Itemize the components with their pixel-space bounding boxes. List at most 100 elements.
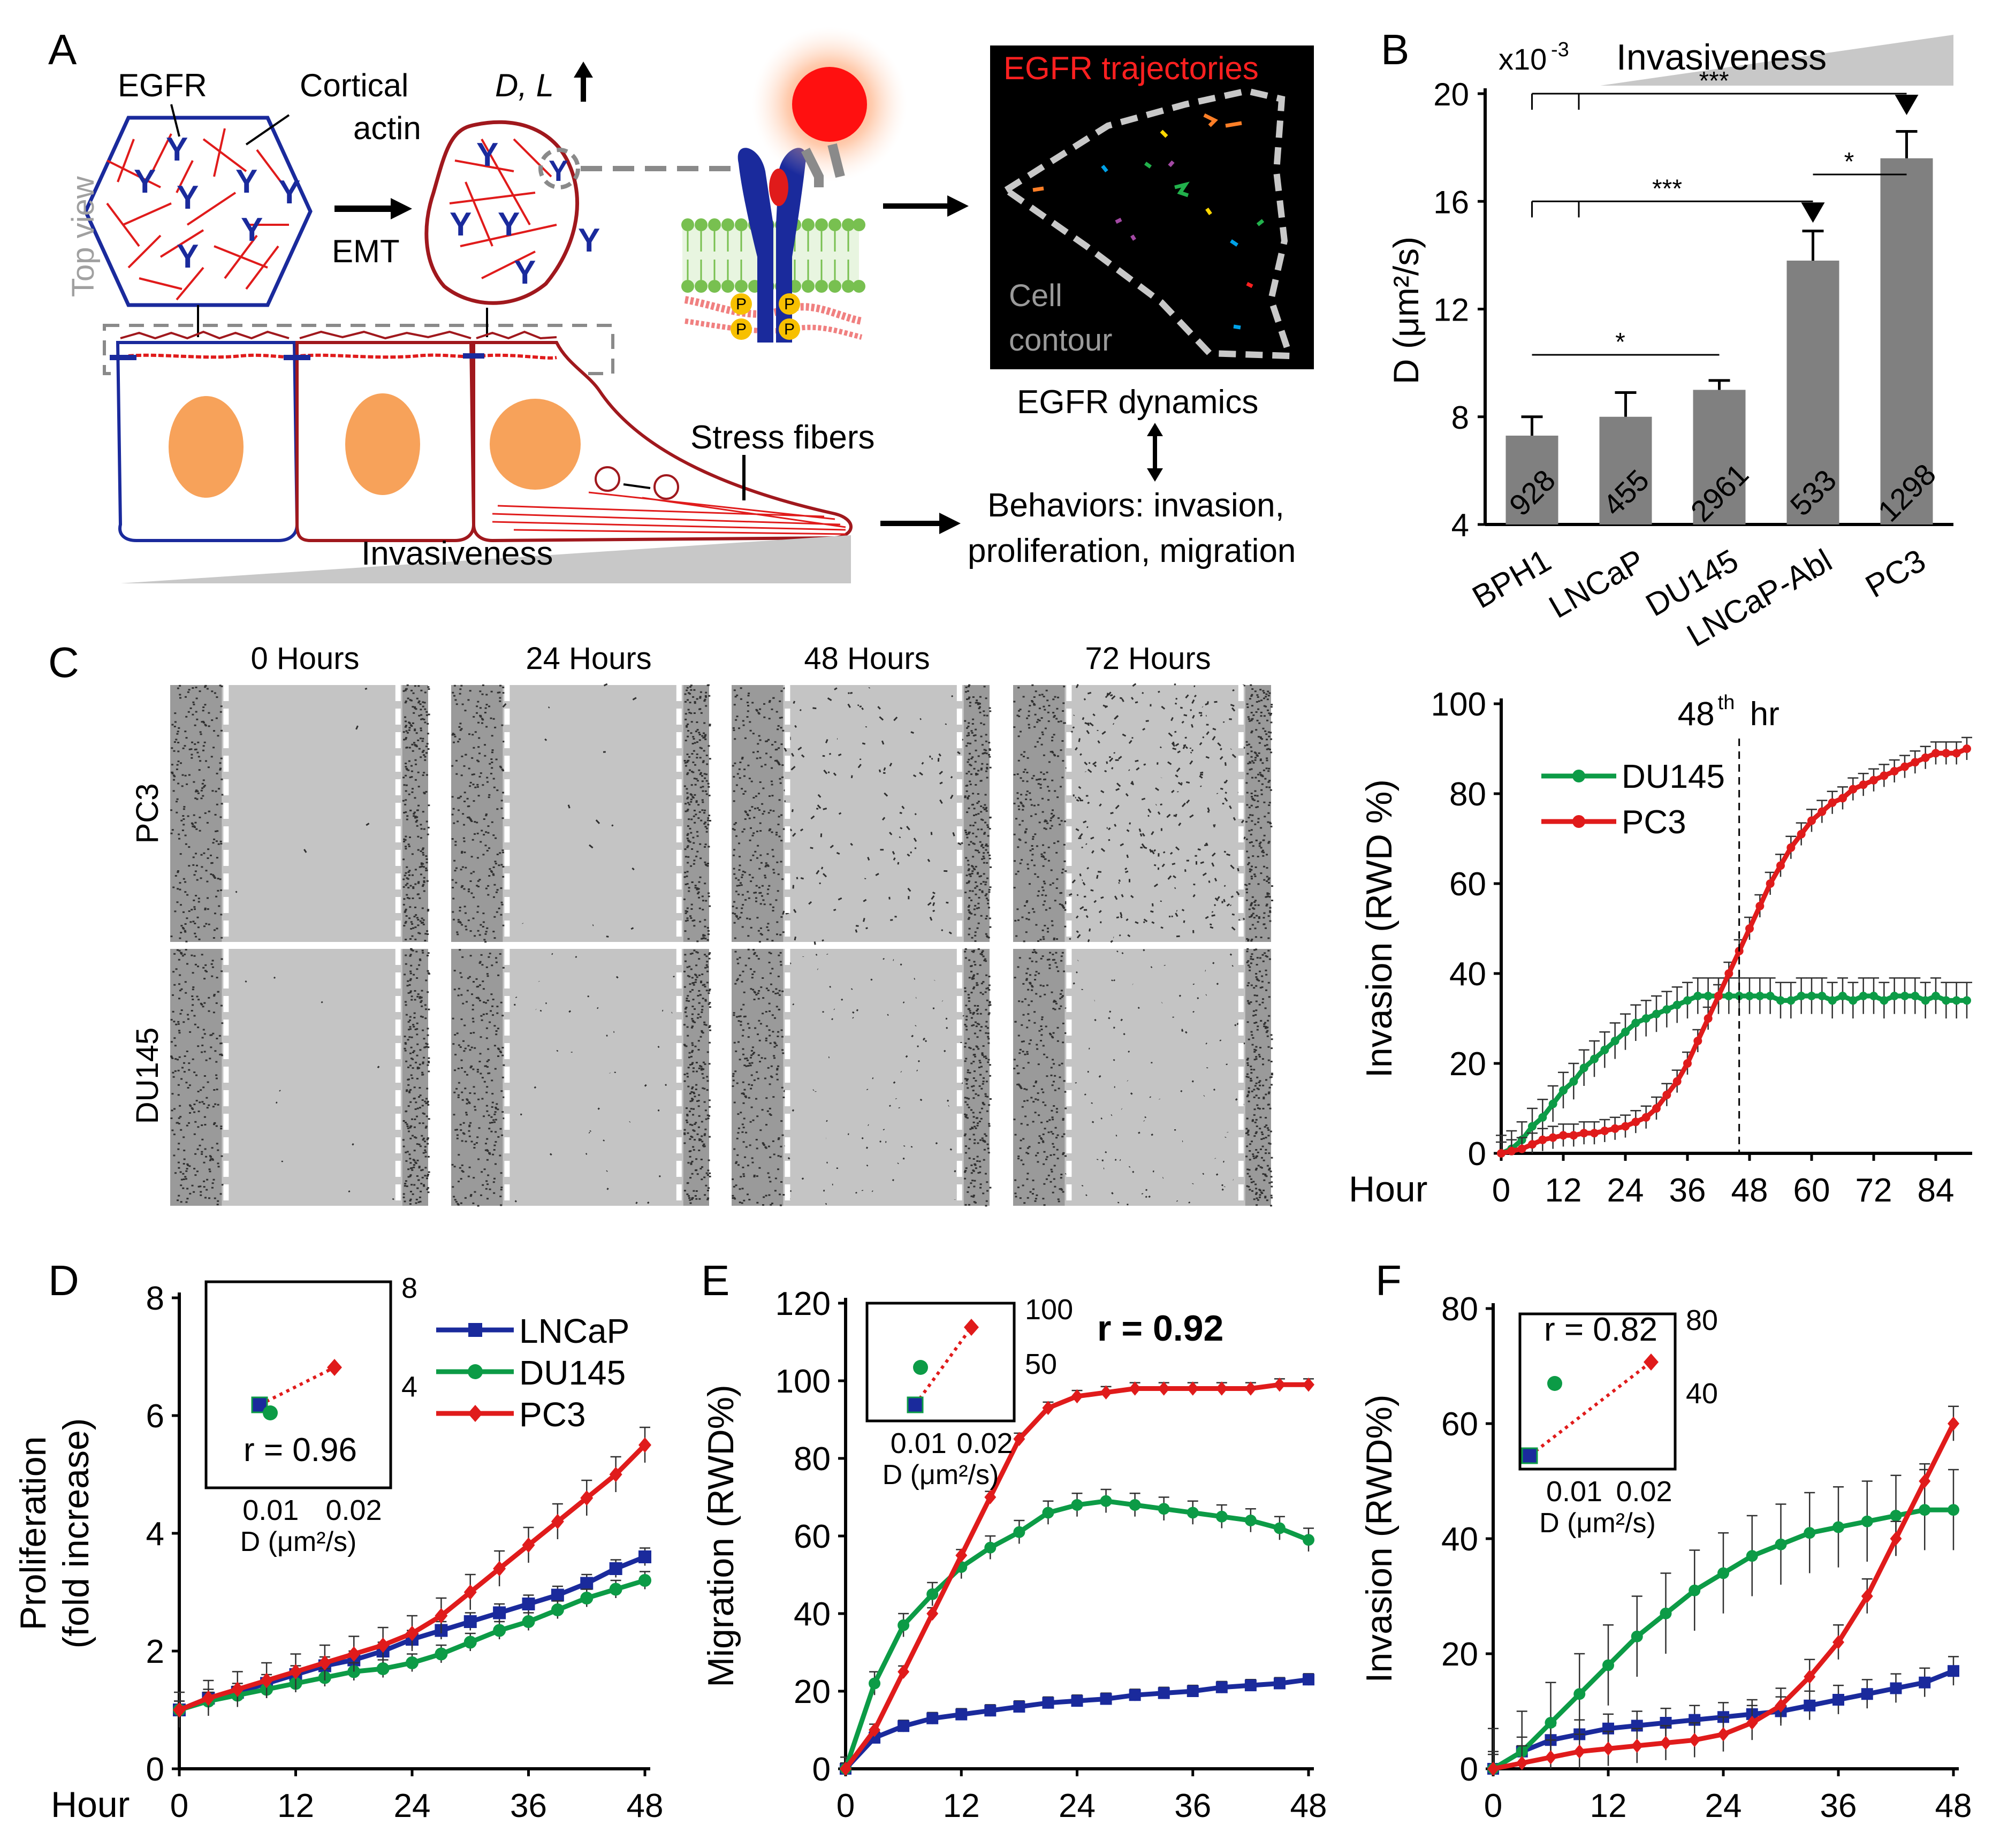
point-PC3: [1244, 1381, 1257, 1396]
point-PC3: [202, 1690, 215, 1706]
invasiveness-wedge-b: [1600, 35, 1953, 86]
point-PC3: [1652, 1104, 1661, 1113]
phosphorylation-sites: P P P P: [731, 293, 800, 340]
point-PC3: [1818, 807, 1827, 816]
panel-e-letter: E: [701, 1257, 729, 1304]
point-PC3: [1911, 758, 1920, 767]
point-DU145: [1745, 992, 1754, 1000]
svg-text:P: P: [736, 321, 747, 338]
point-PC3: [1538, 1135, 1547, 1144]
cell-speckle: [451, 949, 711, 1207]
egfr-receptor-zoom: [737, 148, 773, 343]
point-LNCaP: [493, 1606, 506, 1619]
point-LNCaP: [551, 1588, 564, 1602]
point-DU145: [1818, 992, 1827, 1000]
x-tick-label: 72: [1855, 1172, 1892, 1209]
y-tick-label: 80: [1449, 776, 1486, 813]
point-DU145: [1662, 1005, 1671, 1014]
point-PC3: [1704, 1014, 1713, 1023]
x-tick-label: 24: [1705, 1788, 1742, 1824]
point-DU145: [1948, 1504, 1959, 1516]
point-PC3: [1641, 1113, 1651, 1122]
correlation-annotation: r = 0.92: [1097, 1308, 1223, 1349]
cortical-actin-filaments: [106, 128, 290, 301]
point-DU145: [926, 1588, 939, 1600]
point-DU145: [1704, 992, 1713, 1000]
inset-correlation: r = 0.82: [1544, 1311, 1657, 1348]
point-DU145: [1042, 1507, 1054, 1519]
point-PC3: [955, 1548, 968, 1563]
inset-fit-line: [258, 1366, 336, 1406]
point-PC3: [173, 1702, 186, 1718]
svg-text:Y: Y: [166, 131, 188, 168]
point-LNCaP: [609, 1562, 622, 1575]
cell-layer-right: [963, 949, 990, 1206]
legend-marker-PC3: [1572, 815, 1585, 828]
point-PC3: [1861, 1589, 1873, 1603]
point-LNCaP: [1832, 1694, 1844, 1706]
x-tick-label: 12: [943, 1788, 980, 1824]
point-PC3: [898, 1664, 910, 1679]
significance-stars: *: [1615, 328, 1625, 356]
trajectory-tracks: [1032, 113, 1265, 330]
top-view-label: Top view: [66, 176, 101, 297]
cell-layer-left: [170, 685, 222, 942]
x-tick-label: 12: [1545, 1172, 1582, 1209]
actin-pointer: [245, 114, 290, 146]
point-LNCaP: [1158, 1687, 1170, 1699]
x-tick-label: 84: [1918, 1172, 1955, 1209]
point-PC3: [1158, 1381, 1170, 1396]
point-PC3: [1660, 1736, 1672, 1750]
point-PC3: [1013, 1432, 1025, 1446]
inset-x-tick: 0.01: [242, 1494, 299, 1526]
y-tick-label: 8: [1451, 400, 1469, 436]
bar-PC3: [1880, 158, 1933, 524]
cell-layer-right: [963, 685, 990, 942]
bar-DU145: [1693, 390, 1746, 524]
cortical-actin-side: [128, 353, 557, 360]
point-DU145: [1013, 1526, 1025, 1538]
cortical-label: Cortical: [300, 67, 408, 103]
inset-x-label: D (μm²/s): [883, 1459, 999, 1490]
y-tick-label: 120: [775, 1286, 831, 1322]
cortex-zoom-box: [103, 324, 614, 375]
point-PC3: [1548, 1133, 1557, 1142]
point-PC3: [1042, 1401, 1054, 1415]
inset-x-tick: 0.01: [891, 1427, 947, 1459]
bidirectional-arrow: [1147, 423, 1163, 482]
point-PC3: [522, 1537, 535, 1553]
y-tick-label: 0: [1460, 1751, 1478, 1788]
point-PC3: [1942, 749, 1951, 758]
point-PC3: [1890, 1531, 1902, 1546]
cell-contour: [1000, 87, 1295, 360]
cell-layer-left: [451, 685, 503, 942]
point-PC3: [1600, 1127, 1609, 1135]
inset-x-tick: 0.02: [1616, 1476, 1672, 1508]
point-PC3: [1545, 1750, 1557, 1765]
point-LNCaP: [1804, 1699, 1816, 1712]
point-DU145: [1631, 1018, 1640, 1028]
point-PC3: [406, 1625, 419, 1641]
point-DU145: [984, 1541, 997, 1554]
cell-speckle: [451, 683, 711, 943]
point-DU145: [1631, 1630, 1643, 1642]
point-PC3: [1828, 798, 1837, 807]
point-DU145: [1683, 996, 1692, 1005]
cell-layer-left: [732, 949, 784, 1206]
point-PC3: [1517, 1144, 1526, 1153]
point-DU145: [1273, 1522, 1286, 1534]
point-DU145: [1600, 1045, 1609, 1054]
significance-stars: ***: [1699, 67, 1729, 95]
point-DU145: [1861, 1515, 1873, 1527]
egfr-label: EGFR: [118, 67, 207, 103]
y-tick-label: 20: [1441, 1636, 1478, 1673]
point-DU145: [1215, 1510, 1228, 1523]
cell-layer-right: [402, 685, 428, 942]
x-tick-label: 0: [1484, 1788, 1502, 1824]
x-tick-label: BPH1: [1466, 542, 1557, 615]
point-LNCaP: [1187, 1685, 1199, 1697]
point-LNCaP: [1948, 1665, 1959, 1677]
point-DU145: [1900, 992, 1909, 1000]
panel-e: E 0 20 40 60 80 100 120 0 12 24 36 48 Migration (RWD…: [701, 1257, 1327, 1824]
point-PC3: [1746, 1715, 1758, 1730]
